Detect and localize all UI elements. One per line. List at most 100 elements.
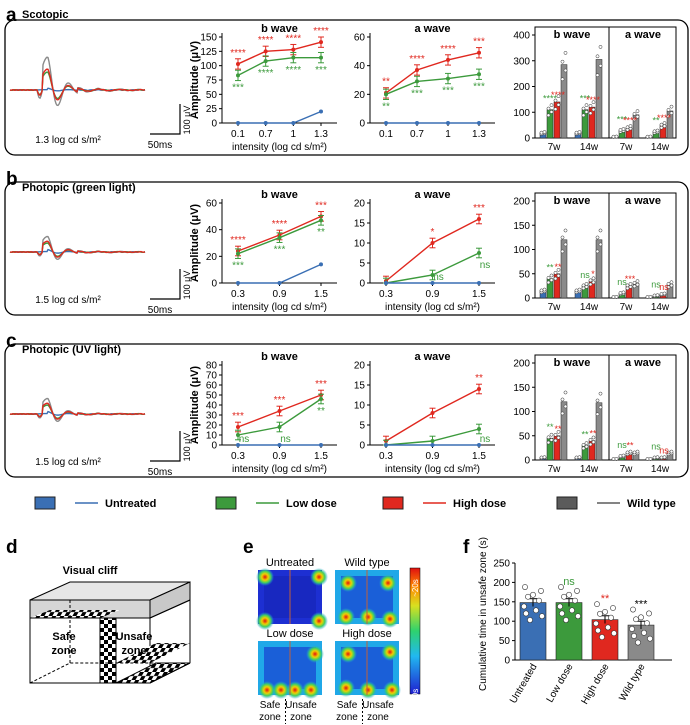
heatmaps: Untreated Wild type Low dose High dose ~20s 0… [256, 557, 421, 724]
x-tick-label: 1.5 [314, 451, 328, 462]
row-title: Scotopic [22, 9, 68, 21]
unsafe-label: Unsafe [116, 631, 153, 643]
x-tick-label: 1 [445, 129, 451, 140]
x-tick-label: 0.9 [273, 451, 287, 462]
panel-f-chart: 0 50 100 150 200 250 Cumulative time in unsafe… [478, 537, 672, 706]
dot [666, 108, 671, 112]
low-dose-trace [9, 404, 146, 419]
dot [546, 113, 551, 118]
significance-high: **** [409, 54, 425, 65]
x-axis-label: intensity (log cd s/m²) [385, 302, 480, 313]
x-tick-label: 0.3 [379, 451, 393, 462]
data-point [236, 443, 240, 447]
unsafe-label: zone [121, 645, 146, 657]
data-point [384, 443, 388, 447]
dot [577, 287, 582, 292]
dot [602, 608, 608, 615]
significance-low: *** [232, 83, 244, 94]
series-line-low-dose [385, 73, 480, 95]
dot [561, 593, 567, 600]
dot [553, 432, 558, 437]
significance: ns [563, 576, 575, 588]
zone-label: zone [259, 712, 281, 723]
data-point [384, 92, 388, 97]
dot [610, 605, 616, 611]
dot [542, 130, 547, 134]
y-tick-label: 30 [206, 411, 218, 422]
hotspot [359, 681, 377, 699]
data-point [477, 443, 481, 447]
category-label: Wild type [618, 662, 648, 703]
dot [652, 129, 657, 134]
scale-voltage: 100 μV [182, 433, 192, 462]
bar-header: b wave [554, 195, 591, 207]
scale-bar [150, 269, 181, 300]
significance-low: ns [617, 277, 627, 287]
dot [595, 398, 600, 403]
significance-high: **** [286, 33, 302, 44]
dot [522, 584, 528, 590]
y-axis-label: Cumulative time in unsafe zone (s) [478, 537, 489, 691]
y-tick-label: 20 [206, 421, 218, 432]
group-label: 7w [548, 142, 562, 153]
dot [539, 130, 544, 135]
scale-bar [150, 431, 181, 462]
dot [632, 112, 637, 116]
scale-time: 50ms [148, 140, 172, 151]
dot [625, 125, 630, 130]
group-label: 14w [580, 302, 599, 313]
dot [536, 597, 542, 604]
legend-label: High dose [453, 498, 506, 510]
series-line-untreated [238, 110, 322, 124]
chart-title: a wave [414, 189, 450, 201]
y-tick-label: 60 [206, 381, 218, 392]
bar [560, 401, 568, 461]
x-tick-label: 1.3 [472, 129, 486, 140]
dot [557, 603, 563, 610]
dot [563, 51, 568, 55]
dot [646, 610, 652, 617]
data-point [277, 281, 282, 285]
bar-frame [534, 354, 677, 461]
x-tick-label: 1.3 [314, 129, 328, 140]
dot [569, 607, 575, 614]
dot [533, 607, 539, 614]
y-tick-label: 50 [519, 269, 531, 280]
dot [595, 54, 600, 59]
bar [595, 402, 603, 461]
significance-low: ns [480, 260, 491, 271]
dot [662, 124, 667, 129]
group-label: 7w [548, 464, 562, 475]
low-dose-trace [9, 71, 146, 100]
dot [560, 77, 565, 82]
dot [662, 455, 667, 460]
x-axis-label: intensity (log cd s/m²) [385, 464, 480, 475]
dot [584, 110, 589, 114]
data-point [477, 387, 481, 391]
dot [553, 270, 558, 275]
scale-voltage: 100 μV [182, 271, 192, 300]
dot [542, 287, 547, 292]
data-point [277, 425, 282, 429]
dot [614, 457, 619, 461]
dot [644, 620, 650, 627]
high-dose-trace [9, 240, 146, 258]
dot [608, 614, 614, 621]
y-tick-label: 0 [359, 441, 365, 452]
hotspot [256, 568, 274, 586]
y-tick-label: 100 [493, 617, 510, 628]
dot [527, 617, 533, 623]
legend-swatch [382, 496, 404, 510]
x-axis-label: intensity (log cd s/m²) [232, 142, 327, 153]
dot [662, 121, 667, 125]
data-point [446, 121, 450, 125]
data-point [236, 425, 240, 429]
y-tick-label: 50 [206, 90, 218, 101]
data-point [236, 73, 240, 78]
x-axis-label: intensity (log cd s/m²) [232, 302, 327, 313]
dot [572, 597, 578, 604]
series-line-low-dose [237, 56, 321, 77]
row-title: Photopic (green light) [22, 182, 136, 194]
y-tick-label: 5 [359, 259, 365, 270]
